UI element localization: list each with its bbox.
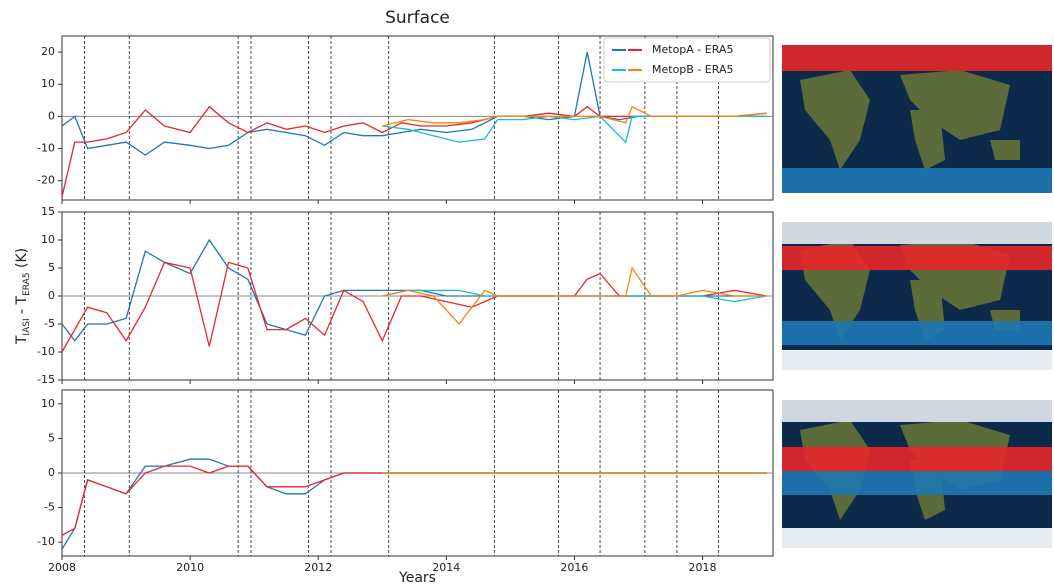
series-line xyxy=(61,105,767,197)
legend-label: MetopA - ERA5 xyxy=(652,43,733,56)
y-tick-label: 0 xyxy=(48,466,55,479)
chart-title: Surface xyxy=(385,8,450,28)
series-line xyxy=(382,105,767,127)
y-axis-label-part: T xyxy=(14,335,30,345)
y-tick-label: 0 xyxy=(48,289,55,302)
y-tick-label: -10 xyxy=(37,142,55,155)
y-tick-label: 10 xyxy=(41,233,55,246)
y-axis-label: TIASI - TERA5 (K) xyxy=(14,248,32,345)
x-tick-label: 2008 xyxy=(48,561,76,574)
y-tick-label: -10 xyxy=(37,345,55,358)
x-tick-label: 2014 xyxy=(432,561,460,574)
y-tick-label: -20 xyxy=(37,174,55,187)
y-tick-label: -5 xyxy=(44,317,55,330)
y-tick-label: 5 xyxy=(48,431,55,444)
map xyxy=(782,45,1052,193)
y-tick-label: -5 xyxy=(44,501,55,514)
x-tick-label: 2012 xyxy=(304,561,332,574)
y-tick-label: 10 xyxy=(41,77,55,90)
x-axis-label: Years xyxy=(398,570,436,586)
map xyxy=(782,222,1052,370)
x-tick-label: 2016 xyxy=(560,561,588,574)
y-axis-label-part: (K) xyxy=(14,248,30,273)
y-tick-label: -10 xyxy=(37,535,55,548)
y-tick-label: 10 xyxy=(41,397,55,410)
legend-box xyxy=(603,37,771,83)
series-line xyxy=(61,51,767,156)
y-tick-label: 20 xyxy=(41,45,55,58)
maps xyxy=(782,45,1052,548)
x-tick-label: 2010 xyxy=(176,561,204,574)
map xyxy=(782,400,1052,548)
series-line xyxy=(382,266,767,326)
series-line xyxy=(61,261,767,353)
y-tick-label: 0 xyxy=(48,109,55,122)
legend-label: MetopB - ERA5 xyxy=(652,63,733,76)
y-tick-label: 15 xyxy=(41,205,55,218)
y-axis-label-part: IASI xyxy=(22,318,32,335)
y-tick-label: 5 xyxy=(48,261,55,274)
y-tick-label: -15 xyxy=(37,373,55,386)
y-axis-label-part: - T xyxy=(14,295,30,318)
x-tick-label: 2018 xyxy=(689,561,717,574)
y-axis-label-part: ERA5 xyxy=(22,272,32,295)
